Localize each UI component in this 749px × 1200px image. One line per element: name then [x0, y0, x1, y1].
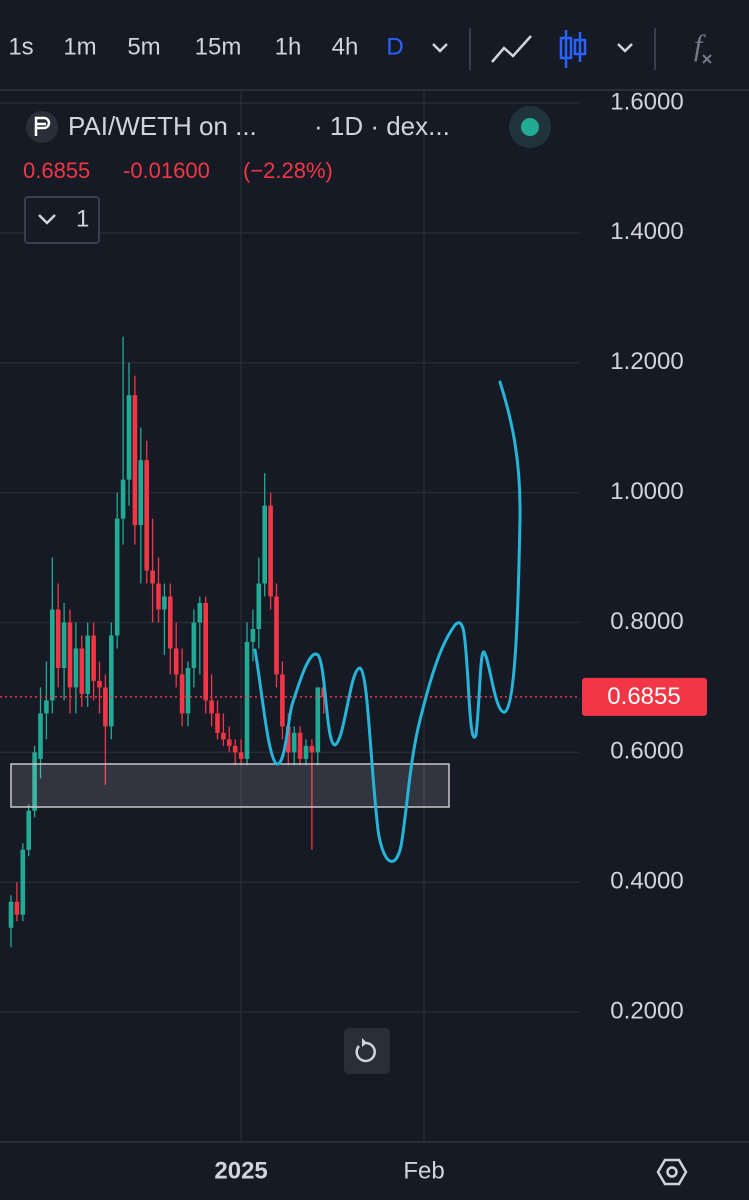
candle-body: [309, 745, 315, 753]
y-tick-label: 0.2000: [610, 997, 683, 1024]
candle-body: [209, 700, 214, 714]
candle-body: [303, 745, 309, 759]
last-price-badge: [582, 677, 707, 716]
y-tick-label: 0.4000: [610, 868, 683, 895]
candle-body: [280, 674, 285, 727]
interval-button[interactable]: 1m: [63, 33, 96, 60]
indicators-toggle[interactable]: [24, 196, 100, 244]
candle-body: [315, 687, 321, 753]
legend-price: 0.6855: [23, 158, 90, 183]
candle-body: [67, 622, 73, 688]
interval-button[interactable]: D: [386, 33, 403, 60]
candle-body: [262, 505, 267, 584]
line-chart-button[interactable]: [491, 35, 532, 63]
candle-body: [232, 745, 238, 753]
candle-body: [55, 609, 61, 668]
interval-dropdown[interactable]: [432, 43, 448, 53]
candle-body: [138, 460, 144, 526]
market-status-dot: [521, 118, 539, 136]
candle-body: [168, 596, 173, 649]
candle-body: [256, 583, 262, 629]
candle-body: [191, 622, 197, 668]
candle-body: [150, 570, 155, 584]
interval-button[interactable]: 15m: [195, 33, 242, 60]
candle-body: [50, 609, 55, 701]
symbol-logo-mark: [34, 116, 51, 136]
candle-body: [97, 680, 102, 688]
candle-body: [91, 635, 96, 681]
candle-body: [144, 460, 149, 571]
candle-body: [162, 596, 167, 610]
toolbar: 1s 1m 5m 15m 1h 4h D f: [8, 28, 712, 70]
candle-body: [8, 901, 14, 928]
candle-body: [79, 648, 85, 694]
candle-body: [238, 752, 244, 759]
interval-button[interactable]: 5m: [127, 33, 160, 60]
candle-body: [179, 674, 185, 714]
y-tick-label: 1.4000: [610, 218, 683, 245]
candle-body: [197, 603, 203, 623]
plot-area: [0, 90, 580, 1142]
interval-button[interactable]: 4h: [332, 33, 359, 60]
symbol-source: · 1D · dex...: [314, 111, 450, 141]
y-tick-label: 1.6000: [610, 88, 683, 115]
candle-body: [109, 635, 114, 727]
last-price-label: 0.6855: [607, 683, 680, 710]
candle-body: [103, 687, 108, 727]
candle-body: [132, 395, 138, 526]
interval-button[interactable]: 1h: [275, 33, 302, 60]
candle-body: [44, 700, 49, 714]
candle-body: [126, 395, 132, 480]
y-tick-label: 0.6000: [610, 738, 683, 765]
reset-icon: [355, 1041, 376, 1063]
x-tick-label: Feb: [403, 1157, 444, 1184]
toggle-chevron: [38, 214, 56, 225]
candle-body: [14, 901, 20, 915]
indicators-icon: [702, 54, 712, 64]
y-tick-label: 1.0000: [610, 478, 683, 505]
chart-type-dropdown[interactable]: [617, 43, 633, 53]
candle-body: [73, 648, 79, 688]
candle-body: [61, 622, 67, 668]
candle-body: [173, 648, 179, 675]
y-tick-label: 0.8000: [610, 608, 683, 635]
candle-body: [85, 635, 90, 694]
candle-body: [268, 505, 273, 597]
settings-button[interactable]: [656, 1158, 688, 1186]
candle-body: [185, 667, 191, 714]
indicators-count: 1: [76, 205, 89, 232]
candle-body: [297, 732, 303, 759]
candle-body: [32, 752, 37, 811]
y-tick-label: 1.2000: [610, 348, 683, 375]
candle-body: [244, 641, 250, 759]
candle-chart-button[interactable]: [559, 30, 587, 68]
candle-body: [227, 739, 232, 746]
candle-body: [38, 713, 43, 759]
candle-body: [26, 810, 31, 850]
x-tick-label: 2025: [214, 1157, 267, 1184]
symbol-title[interactable]: PAI/WETH on ...: [68, 111, 257, 141]
interval-button[interactable]: 1s: [8, 33, 33, 60]
candle-body: [156, 583, 161, 610]
candle-body: [221, 732, 226, 740]
support-zone[interactable]: [10, 763, 450, 808]
legend-change-pct: (−2.28%): [243, 158, 333, 183]
candle-body: [286, 726, 291, 753]
reset-arrow: [362, 1038, 367, 1047]
candle-body: [114, 518, 120, 636]
reset-button[interactable]: [344, 1028, 390, 1074]
candle-body: [250, 628, 256, 642]
candle-body: [215, 713, 220, 733]
candle-body: [20, 849, 26, 915]
candle-body: [274, 596, 279, 675]
candle-body: [120, 479, 126, 519]
hand-drawn-path[interactable]: [253, 380, 522, 863]
candle-body: [291, 732, 297, 753]
candle-body: [203, 603, 208, 701]
legend-change: -0.01600: [123, 158, 210, 183]
